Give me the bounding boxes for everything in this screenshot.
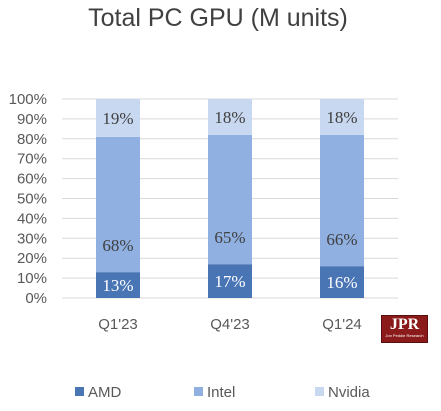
y-tick-label: 20%	[17, 250, 47, 267]
data-label-nvidia: 19%	[102, 109, 133, 128]
bar-segment-amd	[96, 272, 140, 298]
data-label-intel: 68%	[102, 236, 133, 255]
legend-swatch-intel	[194, 387, 203, 396]
legend-swatch-nvidia	[315, 387, 324, 396]
x-tick-label: Q1'23	[98, 316, 138, 333]
bar-segment-amd	[320, 266, 364, 298]
bar-segment-intel	[96, 136, 140, 273]
bar-segment-intel	[320, 134, 364, 267]
bar-segment-nvidia	[96, 99, 140, 137]
legend-swatch-amd	[75, 387, 84, 396]
bar-segment-nvidia	[320, 99, 364, 135]
data-label-amd: 17%	[214, 272, 245, 291]
y-tick-label: 60%	[17, 171, 47, 188]
bars	[96, 99, 364, 298]
y-axis: 0% 10% 20% 30% 40% 50% 60% 70% 80% 90% 100%	[9, 91, 47, 307]
y-tick-label: 40%	[17, 210, 47, 227]
y-tick-label: 0%	[25, 290, 47, 307]
jpr-logo: JPR Jon Peddie Research	[381, 315, 428, 343]
bar-segment-intel	[208, 134, 252, 265]
y-tick-label: 90%	[17, 111, 47, 128]
bar-segment-amd	[208, 264, 252, 298]
data-label-intel: 66%	[326, 230, 357, 249]
data-label-nvidia: 18%	[214, 108, 245, 127]
legend-label-amd: AMD	[88, 384, 122, 401]
x-axis: Q1'23 Q4'23 Q1'24	[98, 316, 362, 333]
legend-label-intel: Intel	[207, 384, 235, 401]
jpr-logo-text: JPR	[389, 316, 420, 333]
x-tick-label: Q1'24	[322, 316, 362, 333]
jpr-logo-subtext: Jon Peddie Research	[385, 333, 424, 338]
y-tick-label: 50%	[17, 191, 47, 208]
data-label-amd: 13%	[102, 276, 133, 295]
chart-title: Total PC GPU (M units)	[88, 4, 348, 32]
y-tick-label: 10%	[17, 270, 47, 287]
y-tick-label: 30%	[17, 230, 47, 247]
data-label-intel: 65%	[214, 228, 245, 247]
x-tick-label: Q4'23	[210, 316, 250, 333]
bar-segment-nvidia	[208, 99, 252, 135]
data-label-amd: 16%	[326, 273, 357, 292]
legend: AMD Intel Nvidia	[75, 384, 370, 401]
y-tick-label: 80%	[17, 131, 47, 148]
data-labels: 13% 68% 19% 17% 65% 18% 16% 66% 18%	[102, 108, 357, 295]
data-label-nvidia: 18%	[326, 108, 357, 127]
legend-label-nvidia: Nvidia	[328, 384, 370, 401]
y-tick-label: 70%	[17, 151, 47, 168]
y-tick-label: 100%	[9, 91, 47, 108]
